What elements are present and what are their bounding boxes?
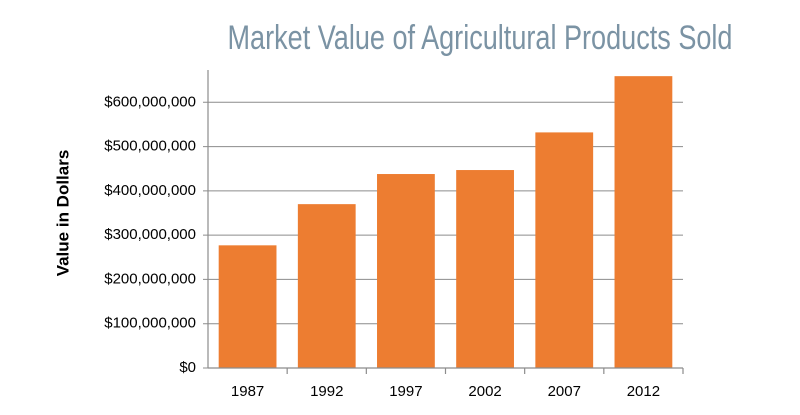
y-tick-label: $600,000,000 (104, 93, 196, 110)
bar (535, 132, 594, 368)
x-tick-label: 1987 (231, 383, 264, 400)
x-tick-label: 2012 (627, 383, 660, 400)
chart-title: Market Value of Agricultural Products So… (228, 19, 733, 57)
y-tick-label: $200,000,000 (104, 270, 196, 287)
y-axis-title: Value in Dollars (53, 150, 72, 277)
bar (297, 204, 356, 368)
x-tick-label: 2007 (548, 383, 581, 400)
bar (218, 245, 277, 368)
x-tick-label: 2002 (468, 383, 501, 400)
x-tick-label: 1997 (389, 383, 422, 400)
bar (456, 170, 514, 368)
y-tick-label: $300,000,000 (104, 226, 196, 243)
bar (377, 174, 435, 368)
x-tick-label: 1992 (310, 383, 343, 400)
y-tick-label: $0 (179, 359, 196, 376)
bar (614, 76, 673, 369)
y-tick-label: $500,000,000 (104, 138, 196, 155)
y-tick-label: $100,000,000 (104, 315, 196, 332)
y-tick-label: $400,000,000 (104, 182, 196, 199)
